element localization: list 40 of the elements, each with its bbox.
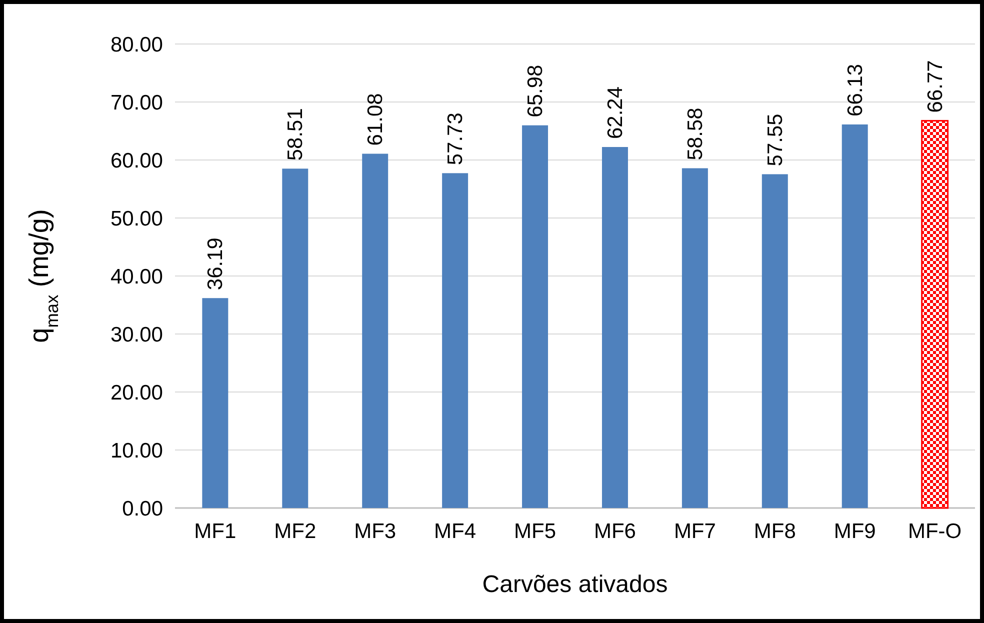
bar — [762, 174, 788, 508]
x-tick-label: MF9 — [834, 520, 876, 543]
bar — [602, 147, 628, 508]
data-label: 57.73 — [444, 112, 468, 166]
bar — [921, 120, 949, 509]
y-tick-label: 70.00 — [110, 91, 163, 114]
x-tick-label: MF-O — [908, 520, 962, 543]
y-tick-label: 80.00 — [110, 33, 163, 56]
data-label: 36.19 — [204, 238, 228, 290]
x-tick-label: MF1 — [194, 520, 236, 543]
data-label: 62.24 — [604, 86, 627, 140]
data-label: 57.55 — [764, 114, 787, 166]
bar — [362, 154, 388, 508]
y-tick-label: 40.00 — [110, 265, 163, 288]
x-tick-label: MF6 — [594, 520, 636, 543]
data-label: 61.08 — [364, 93, 388, 146]
data-label: 66.77 — [924, 60, 947, 113]
x-tick-label: MF8 — [754, 520, 796, 543]
data-label: 58.58 — [684, 108, 707, 160]
bar — [842, 124, 868, 508]
data-label: 66.13 — [844, 64, 867, 116]
bar — [682, 168, 708, 508]
x-tick-label: MF7 — [674, 520, 716, 543]
bar — [282, 168, 308, 508]
data-label: 65.98 — [524, 64, 548, 118]
x-tick-label: MF2 — [274, 520, 316, 543]
bar — [202, 298, 228, 508]
y-tick-label: 50.00 — [110, 207, 163, 230]
bar — [522, 125, 548, 508]
x-axis-title: Carvões ativados — [482, 571, 668, 598]
y-tick-label: 10.00 — [110, 439, 163, 462]
x-tick-label: MF4 — [434, 520, 476, 543]
data-label: 58.51 — [284, 108, 308, 161]
y-tick-label: 20.00 — [110, 381, 163, 404]
bar — [442, 173, 468, 508]
y-tick-label: 30.00 — [110, 323, 163, 346]
x-tick-label: MF3 — [354, 520, 396, 543]
y-tick-label: 0.00 — [122, 497, 163, 520]
y-tick-label: 60.00 — [110, 149, 163, 172]
x-tick-label: MF5 — [514, 520, 556, 543]
